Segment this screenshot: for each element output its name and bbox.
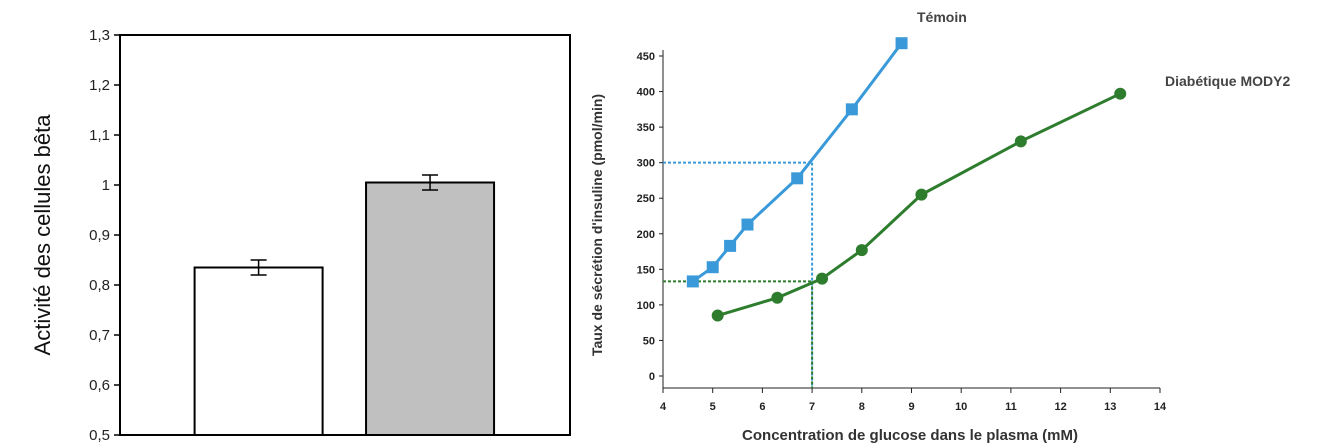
data-point-mody2 [915, 188, 928, 201]
bar-y-tick-label: 0,7 [89, 327, 110, 344]
line-x-axis-label: Concentration de glucose dans le plasma … [742, 427, 1078, 444]
bar-y-tick-label: 0,9 [89, 227, 110, 244]
bar-y-tick-label: 1,3 [89, 27, 110, 44]
line-x-tick-label: 14 [1154, 401, 1167, 413]
bar [193, 266, 324, 436]
data-point-temoin [686, 275, 699, 288]
line-y-tick-label: 300 [637, 158, 655, 170]
line-y-tick-label: 350 [637, 122, 655, 134]
data-point-temoin [791, 172, 804, 185]
line-y-tick-label: 50 [643, 335, 655, 347]
line-x-tick-label: 5 [710, 401, 716, 413]
line-y-axis-label: Taux de sécrétion d'insuline (pmol/min) [589, 94, 605, 356]
legend-label-mody2: Diabétique MODY2 [1165, 73, 1290, 89]
bar-y-tick-label: 1 [102, 177, 110, 194]
line-x-tick-label: 11 [1005, 401, 1017, 413]
data-point-temoin [724, 239, 737, 252]
line-x-tick-label: 12 [1054, 401, 1066, 413]
line-x-tick-label: 4 [660, 401, 667, 413]
line-y-tick-label: 450 [637, 51, 655, 63]
data-point-mody2 [771, 291, 784, 304]
data-point-mody2 [816, 272, 829, 285]
line-y-ticks: 0 50 100 150 200 250 300 350 400 450 [637, 51, 663, 383]
data-point-temoin [706, 261, 719, 274]
line-x-tick-label: 6 [759, 401, 765, 413]
line-x-ticks: 4 5 6 7 8 9 10 11 12 13 14 [660, 388, 1167, 413]
line-x-tick-label: 9 [908, 401, 914, 413]
bar-chart: 0,5 0,6 0,7 0,8 0,9 1 1,1 1,2 1,3 Activité des c… [30, 27, 571, 444]
bar [365, 181, 496, 436]
data-point-mody2 [1114, 87, 1127, 100]
line-y-tick-label: 250 [637, 193, 655, 205]
bar-bars [193, 174, 496, 436]
line-series [686, 37, 1127, 322]
bar-plot-frame [119, 34, 571, 436]
bar-y-tick-label: 0,6 [89, 377, 110, 394]
line-x-tick-label: 10 [955, 401, 967, 413]
line-y-tick-label: 100 [637, 300, 655, 312]
data-point-temoin [895, 37, 908, 50]
bar-y-tick-label: 0,8 [89, 277, 110, 294]
reference-lines [663, 161, 814, 388]
line-y-tick-label: 0 [649, 371, 655, 383]
line-x-tick-label: 7 [809, 401, 815, 413]
data-point-temoin [741, 218, 754, 231]
legend-label-temoin: Témoin [917, 9, 967, 25]
bar-y-ticks: 0,5 0,6 0,7 0,8 0,9 1 1,1 1,2 1,3 [89, 27, 120, 444]
line-x-tick-label: 8 [859, 401, 865, 413]
bar-y-axis-label: Activité des cellules bêta [30, 114, 55, 356]
bar-y-tick-label: 1,1 [89, 127, 110, 144]
line-x-tick-label: 13 [1104, 401, 1116, 413]
bar-y-tick-label: 1,2 [89, 77, 110, 94]
data-point-mody2 [711, 309, 724, 322]
line-y-tick-label: 400 [637, 87, 655, 99]
line-y-tick-label: 150 [637, 264, 655, 276]
line-chart: 0 50 100 150 200 250 300 350 400 450 4 5 6 7 8 9 10 11 12… [589, 9, 1290, 444]
bar-y-tick-label: 0,5 [89, 427, 110, 444]
line-y-tick-label: 200 [637, 229, 655, 241]
data-point-mody2 [1014, 135, 1027, 148]
data-point-mody2 [855, 244, 868, 257]
data-point-temoin [845, 103, 858, 116]
